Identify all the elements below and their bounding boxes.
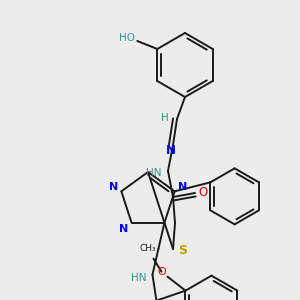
Text: S: S: [178, 244, 188, 257]
Text: N: N: [166, 145, 176, 158]
Text: HO: HO: [119, 33, 135, 43]
Text: CH₃: CH₃: [139, 244, 156, 253]
Text: O: O: [157, 267, 166, 277]
Text: N: N: [119, 224, 128, 234]
Text: H: H: [161, 113, 169, 123]
Text: HN: HN: [131, 273, 146, 283]
Text: HN: HN: [146, 168, 162, 178]
Text: N: N: [109, 182, 118, 192]
Text: N: N: [178, 182, 187, 192]
Text: O: O: [198, 187, 208, 200]
